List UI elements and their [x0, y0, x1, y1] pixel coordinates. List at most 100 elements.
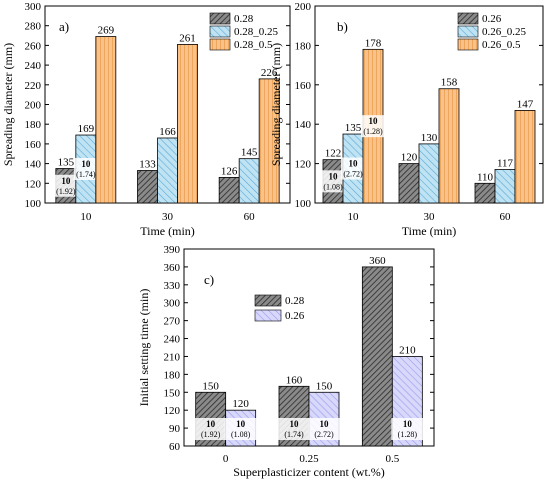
legend-label: 0.28_0.5 — [234, 39, 273, 51]
y-tick-label: 390 — [164, 244, 181, 256]
y-tick-label: 260 — [25, 40, 42, 52]
annotation-main: 10 — [61, 176, 71, 186]
annotation-main: 10 — [320, 419, 330, 429]
legend-swatch — [254, 309, 282, 322]
bar-value-label: 160 — [286, 374, 303, 386]
bar-0.26-30 — [398, 163, 420, 204]
legend-label: 0.28_0.25 — [234, 26, 279, 38]
bar-0.26_0.5-60 — [514, 110, 536, 204]
legend-swatch — [209, 12, 231, 25]
bar-0.28-30 — [137, 170, 158, 204]
x-axis-title: Time (min) — [140, 224, 195, 238]
bar-0.28_0.25-60 — [238, 158, 260, 204]
x-tick-label: 60 — [244, 211, 256, 223]
annotation-sub: (1.08) — [323, 182, 343, 191]
y-tick-label: 280 — [25, 21, 42, 33]
y-tick-label: 300 — [164, 298, 181, 310]
bar-value-label: 150 — [316, 380, 333, 392]
annotation-sub: (1.92) — [56, 187, 76, 196]
panel-label: c) — [204, 272, 214, 287]
y-tick-label: 360 — [164, 262, 181, 274]
legend-swatch — [457, 38, 479, 51]
x-tick-label: 0 — [223, 453, 229, 465]
x-axis-title: Superplasticizer content (wt.%) — [233, 465, 385, 479]
bar-0.26-60 — [474, 182, 496, 204]
y-tick-label: 200 — [25, 100, 42, 112]
annotation-main: 10 — [290, 419, 300, 429]
annotation-box — [278, 418, 310, 440]
y-tick-label: 120 — [295, 159, 312, 171]
bar-0.28-0.5 — [361, 266, 393, 447]
bar-value-label: 360 — [369, 255, 386, 267]
x-tick-label: 0.5 — [385, 453, 399, 465]
legend-swatch — [254, 294, 282, 307]
y-axis-title: Initial setting time (min) — [137, 289, 151, 407]
bar-value-label: 120 — [401, 152, 418, 164]
legend-swatch — [457, 12, 479, 25]
annotation-main: 10 — [81, 159, 91, 169]
bar-0.26_0.5-30 — [438, 88, 460, 204]
legend-swatch — [209, 38, 231, 51]
annotation-box — [194, 418, 227, 440]
bar-value-label: 269 — [98, 25, 115, 37]
chart-2: 1001201401601802001012210(1.08)13510(2.7… — [269, 1, 544, 238]
annotation-box — [341, 157, 365, 180]
y-tick-label: 120 — [25, 178, 42, 190]
y-tick-label: 300 — [25, 1, 42, 13]
bar-0.28_0.25-30 — [157, 137, 178, 204]
y-tick-label: 160 — [25, 139, 42, 151]
y-tick-label: 60 — [169, 441, 181, 453]
bar-value-label: 169 — [78, 123, 95, 135]
bar-value-label: 135 — [58, 157, 75, 169]
y-tick-label: 180 — [295, 40, 312, 52]
bar-0.28_0.5-10 — [95, 36, 117, 204]
bar-value-label: 261 — [179, 32, 196, 44]
bar-value-label: 135 — [345, 122, 362, 134]
bar-value-label: 158 — [441, 77, 458, 89]
chart-1: 100 120 140 160 180 200 220 240 260 280 300 10 135 10… — [1, 1, 291, 238]
y-axis-title: Spreading diameter (mm) — [269, 43, 283, 166]
y-axis-title: Spreading diameter (mm) — [1, 43, 15, 166]
legend-label: 0.28 — [234, 13, 254, 25]
bar-value-label: 226 — [261, 67, 278, 79]
annotation-sub: (2.72) — [314, 430, 334, 439]
bar-value-label: 210 — [399, 344, 416, 356]
legend-label: 0.28 — [285, 295, 305, 307]
bar-value-label: 166 — [159, 126, 176, 138]
y-tick-label: 220 — [25, 80, 42, 92]
annotation-sub: (1.28) — [398, 430, 418, 439]
bar-value-label: 147 — [517, 98, 534, 110]
annotation-sub: (1.74) — [76, 170, 96, 179]
x-tick-label: 10 — [348, 211, 360, 223]
annotation-sub: (1.74) — [284, 430, 304, 439]
bar-value-label: 130 — [421, 132, 438, 144]
legend-label: 0.26 — [482, 13, 502, 25]
x-tick-label: 10 — [80, 211, 92, 223]
legend-label: 0.26_0.5 — [482, 39, 521, 51]
annotation-box — [73, 158, 98, 181]
annotation-box — [224, 418, 257, 440]
chart-3: 60 90 120 150 180 210 240 270 300 330 360 390 0 150 10… — [137, 244, 435, 479]
y-tick-label: 240 — [25, 60, 42, 72]
annotation-box — [308, 418, 340, 440]
annotation-sub: (1.92) — [201, 430, 221, 439]
y-tick-label: 100 — [295, 198, 312, 210]
y-tick-label: 120 — [164, 405, 181, 417]
bar-0.28-60 — [218, 176, 240, 204]
bar-value-label: 122 — [325, 148, 342, 160]
annotation-main: 10 — [369, 116, 379, 126]
y-tick-label: 180 — [164, 369, 181, 381]
y-tick-label: 140 — [295, 119, 312, 131]
bar-0.26_0.25-30 — [418, 143, 440, 204]
y-tick-label: 200 — [295, 1, 312, 13]
annotation-sub: (1.08) — [231, 430, 251, 439]
bar-value-label: 126 — [221, 165, 238, 177]
y-tick-label: 100 — [25, 198, 42, 210]
bar-0.28_0.5-60 — [258, 78, 280, 204]
y-tick-label: 240 — [164, 334, 181, 346]
x-tick-label: 0.25 — [299, 453, 319, 465]
bar-0.28_0.5-30 — [177, 44, 198, 204]
legend-label: 0.26 — [285, 310, 305, 322]
bar-value-label: 145 — [241, 147, 258, 159]
